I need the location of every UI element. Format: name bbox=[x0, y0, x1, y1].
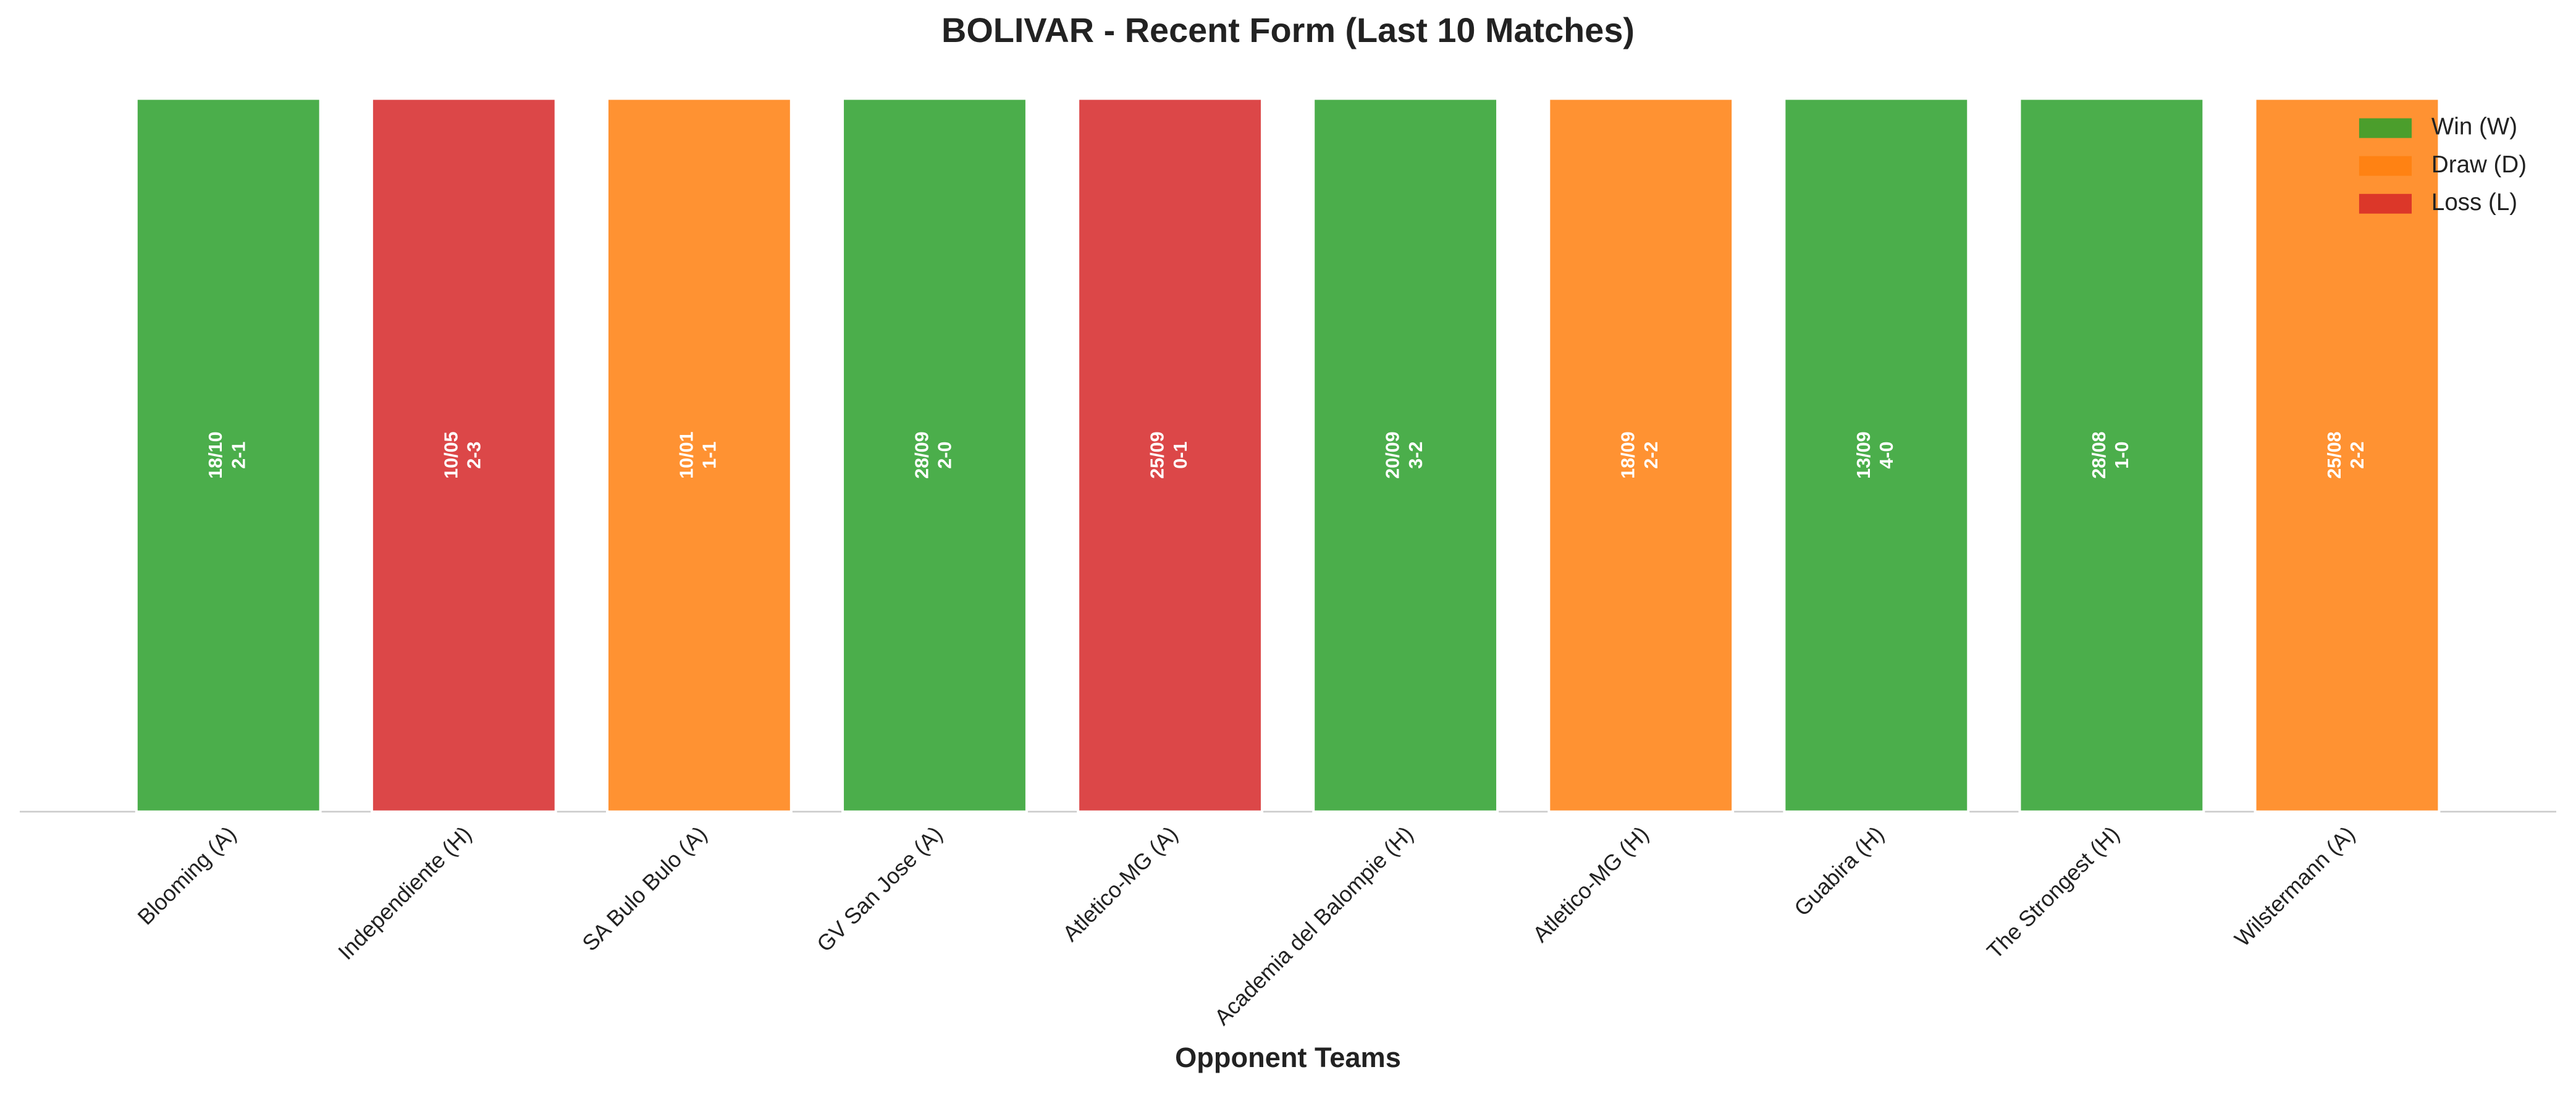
bar-label: 25/09 0-1 bbox=[1147, 431, 1191, 479]
bar-label-date: 10/01 bbox=[676, 431, 697, 479]
legend-swatch bbox=[2359, 118, 2412, 138]
bar-label-date: 18/09 bbox=[1618, 431, 1639, 479]
bar-label-score: 1-0 bbox=[2111, 442, 2132, 469]
legend-label: Win (W) bbox=[2431, 114, 2517, 140]
bar-label-score: 2-3 bbox=[463, 442, 484, 469]
bar-label-score: 3-2 bbox=[1405, 442, 1426, 469]
bar-label: 25/08 2-2 bbox=[2324, 431, 2368, 479]
bar-label-score: 1-1 bbox=[699, 442, 720, 469]
bar-label-score: 2-0 bbox=[935, 442, 956, 469]
bar-label-date: 13/09 bbox=[1853, 431, 1874, 479]
bar-label: 28/08 1-0 bbox=[2089, 431, 2132, 479]
bar bbox=[135, 97, 322, 813]
bar bbox=[841, 97, 1028, 813]
bar-label: 18/09 2-2 bbox=[1618, 431, 1662, 479]
legend-label: Draw (D) bbox=[2431, 151, 2527, 178]
bar-label-date: 28/09 bbox=[911, 431, 932, 479]
chart-title: BOLIVAR - Recent Form (Last 10 Matches) bbox=[941, 11, 1635, 49]
bar bbox=[1312, 97, 1499, 813]
bar-label-score: 2-2 bbox=[2347, 442, 2368, 469]
bar-label-date: 20/09 bbox=[1383, 431, 1404, 479]
bar-label-score: 4-0 bbox=[1876, 442, 1897, 469]
legend-swatch bbox=[2359, 193, 2412, 214]
bar bbox=[370, 97, 557, 813]
legend-swatch bbox=[2359, 156, 2412, 176]
bar bbox=[2018, 97, 2205, 813]
bar-label-date: 10/05 bbox=[440, 431, 461, 479]
bar-label: 18/10 2-1 bbox=[205, 431, 249, 479]
bar bbox=[1077, 97, 1263, 813]
x-axis-label: Opponent Teams bbox=[1175, 1042, 1401, 1073]
bar-label-date: 25/08 bbox=[2324, 431, 2345, 479]
bar-label: 20/09 3-2 bbox=[1383, 431, 1426, 479]
bar-label-score: 0-1 bbox=[1170, 442, 1191, 469]
bar-label: 10/01 1-1 bbox=[676, 431, 720, 479]
bar bbox=[605, 97, 793, 813]
bar-label-date: 25/09 bbox=[1147, 431, 1168, 479]
bar-label-score: 2-2 bbox=[1641, 442, 1662, 469]
bar-label-date: 28/08 bbox=[2089, 431, 2110, 479]
bar-label-score: 2-1 bbox=[228, 442, 249, 469]
bar bbox=[2254, 97, 2441, 813]
bar-label: 28/09 2-0 bbox=[911, 431, 955, 479]
bar-label: 13/09 4-0 bbox=[1853, 431, 1897, 479]
bar bbox=[1547, 97, 1735, 813]
bar bbox=[1783, 97, 1970, 813]
bar-label: 10/05 2-3 bbox=[440, 431, 484, 479]
bar-label-date: 18/10 bbox=[205, 431, 226, 479]
legend-label: Loss (L) bbox=[2431, 189, 2517, 216]
